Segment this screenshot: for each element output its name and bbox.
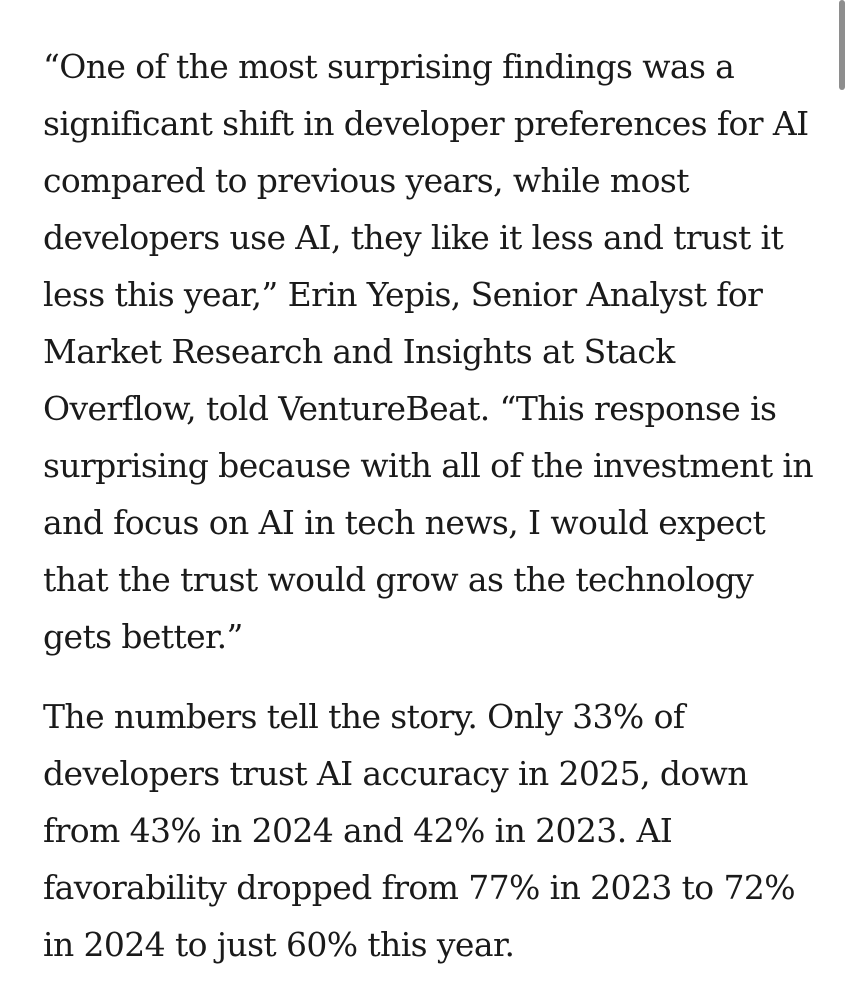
numbers-paragraph: The numbers tell the story. Only 33% of …: [43, 697, 796, 964]
article-body: “One of the most surprising findings was…: [43, 38, 814, 973]
quote-paragraph: “One of the most surprising findings was…: [43, 47, 814, 656]
vertical-scrollbar-thumb[interactable]: [839, 0, 845, 90]
